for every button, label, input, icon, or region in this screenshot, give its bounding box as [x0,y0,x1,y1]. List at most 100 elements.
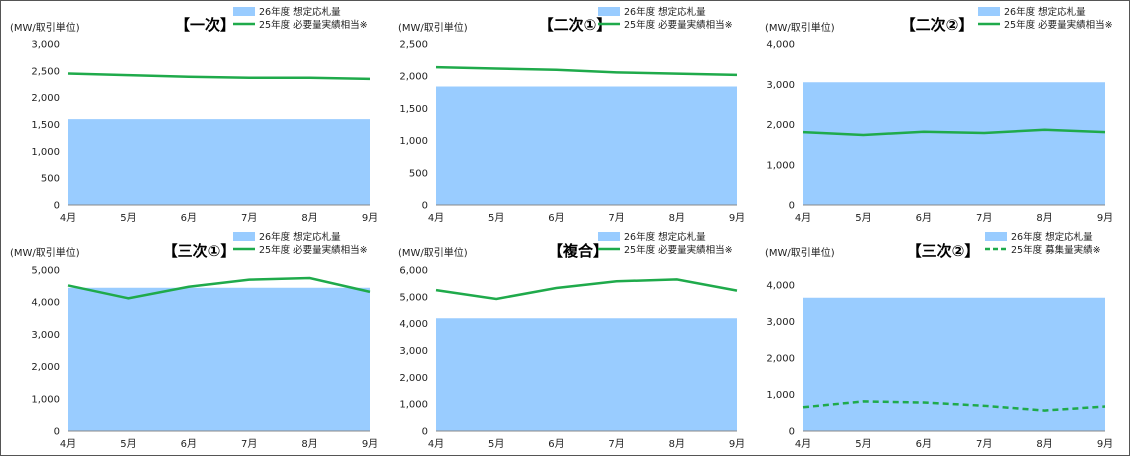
chart-panel: 0 1,000 2,000 3,000 4,000 4月 5月 6月 7月 8月 9月 (MW/取引単… [765,6,1113,224]
y-tick-label: 1,000 [399,400,428,411]
y-tick-label: 4,000 [399,319,428,330]
x-tick-label: 5月 [855,438,871,450]
line-series [802,128,1106,137]
chart-panel: 0 1,000 2,000 3,000 4,000 4月 5月 6月 7月 8月 9月 (MW/取引単… [765,231,1113,450]
area-series [68,287,370,431]
unit-label: (MW/取引単位) [765,246,835,259]
x-tick-label: 5月 [120,212,136,224]
legend-swatch [233,7,255,16]
x-tick-label: 8月 [1036,438,1052,450]
y-tick-label: 5,000 [399,292,428,303]
y-tick-label: 0 [54,427,60,438]
y-tick-label: 1,000 [31,147,60,158]
y-tick-label: 3,000 [399,346,428,357]
y-tick-label: 2,000 [766,120,795,131]
legend-label: 26年度 想定応札量 [259,6,341,18]
y-tick-label: 0 [54,201,60,212]
x-tick-label: 6月 [181,438,197,450]
unit-label: (MW/取引単位) [398,21,468,34]
x-tick-label: 6月 [916,438,932,450]
x-tick-label: 8月 [669,212,685,224]
legend-label: 25年度 募集量実績※ [1011,244,1101,256]
legend-label: 26年度 想定応札量 [1011,231,1093,243]
area-series [803,297,1105,431]
unit-label: (MW/取引単位) [398,246,468,259]
x-tick-label: 5月 [488,438,504,450]
line-series [802,400,1106,412]
y-tick-label: 3,000 [31,330,60,341]
chart-title: 【複合】 [548,242,608,260]
legend-swatch [233,232,255,241]
legend-label: 26年度 想定応札量 [1004,6,1086,18]
x-tick-label: 9月 [362,438,378,450]
y-tick-label: 3,000 [31,40,60,51]
chart-title: 【二次②】 [901,16,974,34]
x-tick-label: 6月 [548,438,564,450]
chart-title: 【三次②】 [907,242,980,260]
legend-label: 25年度 必要量実績相当※ [259,19,368,31]
x-tick-label: 4月 [428,212,444,224]
x-tick-label: 6月 [181,212,197,224]
y-tick-label: 2,000 [31,93,60,104]
chart-title: 【二次①】 [539,16,612,34]
y-tick-label: 4,000 [31,298,60,309]
x-tick-label: 6月 [548,212,564,224]
x-tick-label: 9月 [362,212,378,224]
chart-panel: 0 500 1,000 1,500 2,000 2,500 4月 5月 6月 7月 8月 9月 (MW/… [398,6,745,224]
y-tick-label: 1,000 [399,136,428,147]
chart-panel: 0 1,000 2,000 3,000 4,000 5,000 6,000 4月 5月 6月 7月 8… [398,231,745,450]
legend-label: 25年度 必要量実績相当※ [1004,19,1113,31]
area-series [68,119,370,205]
x-tick-label: 9月 [729,438,745,450]
line-series [435,278,738,301]
x-tick-label: 8月 [301,438,317,450]
x-tick-label: 4月 [795,438,811,450]
x-tick-label: 6月 [916,212,932,224]
legend-label: 25年度 必要量実績相当※ [259,244,368,256]
y-tick-label: 2,000 [766,354,795,365]
unit-label: (MW/取引単位) [765,21,835,34]
y-tick-label: 1,500 [399,104,428,115]
y-tick-label: 500 [409,168,428,179]
area-series [436,86,737,205]
x-tick-label: 7月 [976,212,992,224]
x-tick-label: 9月 [1097,438,1113,450]
area-series [803,82,1105,205]
y-tick-label: 4,000 [766,40,795,51]
legend-swatch [978,7,1000,16]
x-tick-label: 9月 [729,212,745,224]
x-tick-label: 7月 [241,438,257,450]
y-tick-label: 1,500 [31,120,60,131]
legend-swatch [598,7,620,16]
y-tick-label: 5,000 [31,266,60,277]
y-tick-label: 6,000 [399,266,428,277]
unit-label: (MW/取引単位) [10,246,80,259]
y-tick-label: 2,000 [399,373,428,384]
y-tick-label: 1,000 [766,160,795,171]
x-tick-label: 8月 [301,212,317,224]
area-series [436,318,737,431]
y-tick-label: 2,000 [31,362,60,373]
x-tick-label: 7月 [241,212,257,224]
unit-label: (MW/取引単位) [10,21,80,34]
x-tick-label: 4月 [428,438,444,450]
y-tick-label: 0 [422,201,428,212]
legend-swatch [985,232,1007,241]
x-tick-label: 4月 [795,212,811,224]
y-tick-label: 2,500 [31,66,60,77]
x-tick-label: 7月 [976,438,992,450]
y-tick-label: 0 [789,201,795,212]
y-tick-label: 3,000 [766,80,795,91]
line-series [67,276,371,300]
x-tick-label: 5月 [120,438,136,450]
chart-panel: 0 500 1,000 1,500 2,000 2,500 3,000 4月 5月 6月 7月 8月 9… [10,6,378,224]
legend-label: 26年度 想定応札量 [624,6,706,18]
y-tick-label: 0 [422,427,428,438]
chart-title: 【一次】 [175,16,235,34]
line-series [435,65,738,77]
legend-label: 26年度 想定応札量 [259,231,341,243]
y-tick-label: 0 [789,427,795,438]
x-tick-label: 5月 [855,212,871,224]
y-tick-label: 4,000 [766,281,795,292]
